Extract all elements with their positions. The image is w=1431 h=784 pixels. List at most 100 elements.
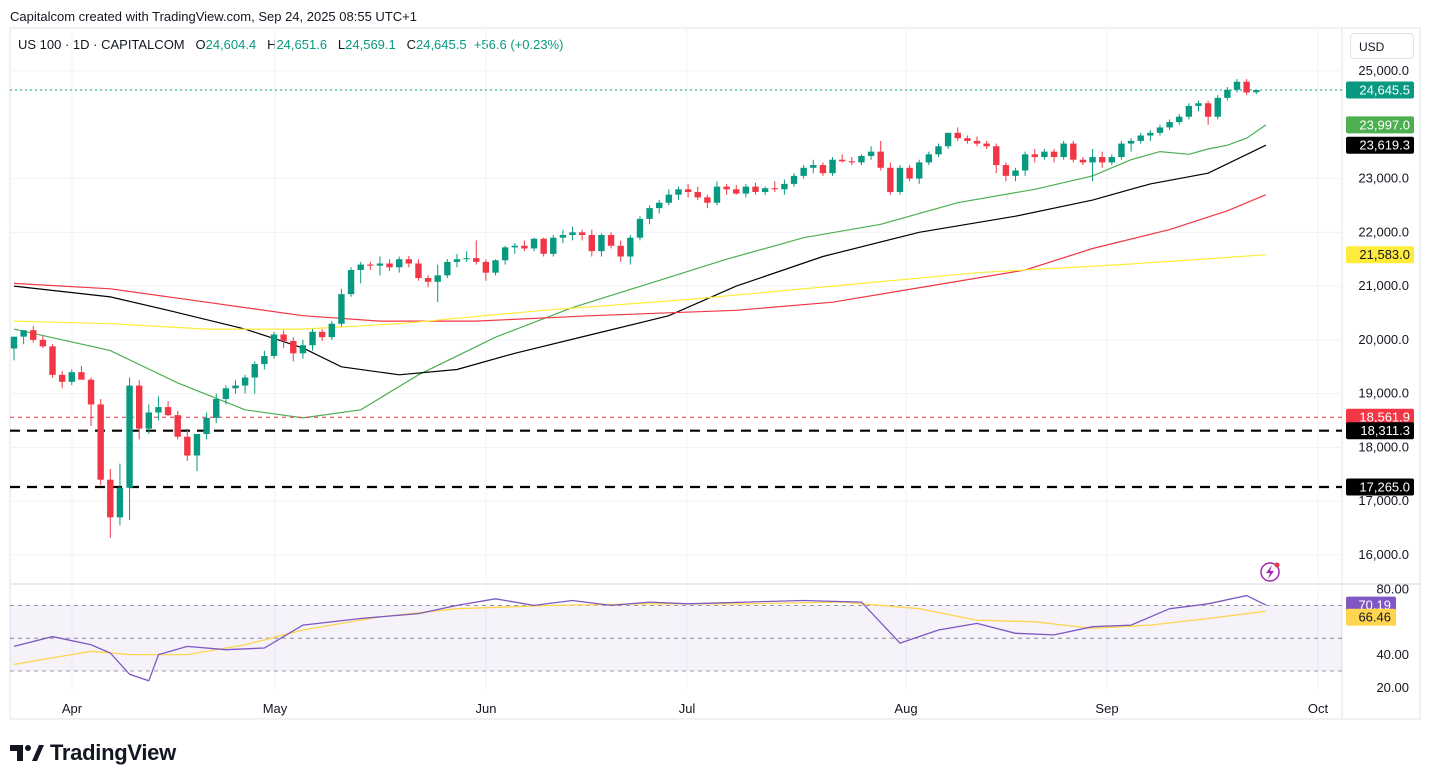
alert-dot xyxy=(1274,562,1280,568)
brand-name: TradingView xyxy=(50,740,176,765)
candle-body xyxy=(386,263,393,268)
candle-body xyxy=(935,146,942,155)
rsi-ma-line xyxy=(13,601,1266,666)
x-tick-label: Oct xyxy=(1308,701,1329,716)
x-tick-label: Jul xyxy=(679,701,696,716)
candle-body xyxy=(550,237,557,254)
candle-body xyxy=(983,143,990,147)
candle-body xyxy=(1127,140,1135,144)
candle-body xyxy=(357,264,364,270)
candle-body xyxy=(424,278,432,282)
candle-body xyxy=(1060,143,1067,158)
candle-body xyxy=(829,159,836,174)
candle-body xyxy=(790,175,798,184)
chart-credit: Capitalcom created with TradingView.com,… xyxy=(10,9,417,24)
candle-body xyxy=(1070,143,1077,160)
candle-body xyxy=(771,188,778,190)
candle-body xyxy=(588,235,595,252)
candle-body xyxy=(213,399,220,418)
candle-body xyxy=(318,331,326,338)
candle-body xyxy=(810,165,817,168)
currency-button[interactable]: USD xyxy=(1350,33,1414,59)
candle-body xyxy=(656,202,663,209)
open-value: 24,604.4 xyxy=(205,37,257,52)
candle-body xyxy=(405,259,413,264)
candle-body xyxy=(1204,103,1212,117)
candle-body xyxy=(145,412,153,429)
candle-body xyxy=(453,259,461,262)
x-tick-label: Sep xyxy=(1095,701,1118,716)
candle-body xyxy=(328,323,335,338)
candle-body xyxy=(299,345,307,354)
x-tick-label: Jun xyxy=(476,701,497,716)
candle-body xyxy=(781,183,788,190)
candle-body xyxy=(733,189,740,194)
chart-frame xyxy=(9,27,1421,720)
candle-body xyxy=(396,259,403,268)
candle-body xyxy=(559,235,567,238)
candle-body xyxy=(1243,81,1250,93)
candle-body xyxy=(241,377,249,386)
candle-body xyxy=(993,146,1000,166)
rsi-tick-label: 80.00 xyxy=(1376,582,1409,597)
candle-body xyxy=(598,235,605,252)
symbol-name[interactable]: US 100 · 1D · CAPITALCOM xyxy=(18,37,185,52)
change-value: +56.6 (+0.23%) xyxy=(473,37,564,52)
candle-body xyxy=(290,340,297,354)
candle-body xyxy=(126,385,133,488)
candle-body xyxy=(916,162,923,179)
y-tick-label: 17,000.0 xyxy=(1358,493,1409,508)
y-tick-label: 21,000.0 xyxy=(1358,278,1409,293)
candle-body xyxy=(1233,81,1241,90)
price-tag-label: 23,619.3 xyxy=(1359,138,1410,153)
candle-body xyxy=(704,197,711,203)
candle-body xyxy=(107,479,114,518)
candle-body xyxy=(877,151,884,168)
y-tick-label: 20,000.0 xyxy=(1358,332,1409,347)
candle-body xyxy=(68,372,75,382)
ma100-line xyxy=(13,194,1267,322)
rsi-tick-label: 40.00 xyxy=(1376,647,1409,662)
candle-body xyxy=(30,330,37,340)
candle-body xyxy=(347,269,355,295)
y-tick-label: 25,000.0 xyxy=(1358,63,1409,78)
y-tick-label: 22,000.0 xyxy=(1358,224,1409,239)
price-tag-red-line xyxy=(1346,408,1414,426)
candle-body xyxy=(1214,97,1221,117)
rsi-tick-label: 20.00 xyxy=(1376,680,1409,695)
price-tag-label: 18,561.9 xyxy=(1359,410,1410,425)
candle-body xyxy=(1079,159,1087,163)
candle-body xyxy=(675,189,682,195)
candle-body xyxy=(193,433,201,456)
tradingview-brand[interactable]: TradingView xyxy=(10,740,176,766)
y-tick-label: 19,000.0 xyxy=(1358,386,1409,401)
candle-body xyxy=(1156,127,1164,133)
price-tag-ma20 xyxy=(1346,116,1414,134)
candle-body xyxy=(838,159,846,162)
candle-body xyxy=(742,186,750,194)
price-tag-label: 21,583.0 xyxy=(1359,247,1410,262)
candle-body xyxy=(617,245,624,257)
candle-body xyxy=(819,165,827,174)
candle-body xyxy=(116,487,124,518)
candle-body xyxy=(1137,135,1144,141)
candle-body xyxy=(665,194,673,203)
candle-body xyxy=(1224,89,1231,98)
high-label: H xyxy=(267,37,277,52)
candle-body xyxy=(1166,122,1173,128)
candle-body xyxy=(1118,143,1125,158)
candle-body xyxy=(367,264,374,266)
candle-body xyxy=(184,436,191,456)
candle-body xyxy=(627,237,634,257)
rsi-line xyxy=(13,594,1267,682)
candle-body xyxy=(1002,165,1010,176)
candle-body xyxy=(636,218,644,238)
candle-body xyxy=(858,155,865,163)
candle-body xyxy=(492,260,499,273)
candle-body xyxy=(1098,157,1106,163)
price-tag-last xyxy=(1346,81,1414,99)
candle-body xyxy=(867,151,875,156)
candle-body xyxy=(684,189,692,192)
price-tag-ma200 xyxy=(1346,246,1414,264)
